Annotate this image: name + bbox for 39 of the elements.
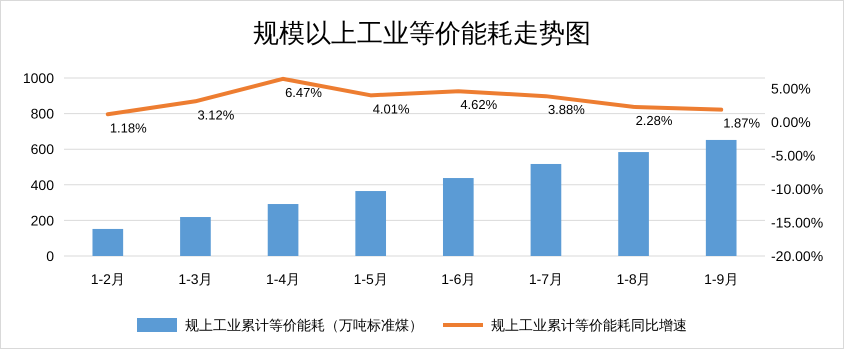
x-tick-label: 1-6月 — [441, 271, 476, 287]
y-tick-label: 200 — [30, 212, 54, 228]
y-tick-label: 1000 — [22, 70, 54, 86]
x-tick-label: 1-9月 — [704, 271, 738, 287]
bar — [355, 191, 386, 256]
legend-label: 规上工业累计等价能耗同比增速 — [491, 317, 687, 333]
data-label: 4.62% — [460, 97, 498, 112]
y-tick-label: 400 — [30, 176, 54, 193]
x-tick-label: 1-4月 — [266, 271, 300, 287]
bar — [618, 152, 649, 256]
bar — [92, 228, 124, 256]
x-tick-label: 1-3月 — [178, 271, 213, 287]
y-tick-label: 0 — [46, 248, 54, 264]
x-tick-label: 1-8月 — [616, 271, 651, 287]
bar — [530, 164, 562, 256]
y-tick-label: 800 — [30, 106, 54, 122]
y-tick-label: 600 — [30, 141, 54, 158]
y2-tick-label: 5.00% — [771, 80, 811, 97]
y2-tick-label: -10.00% — [771, 181, 824, 198]
data-label: 6.47% — [285, 84, 322, 100]
y2-tick-label: -20.00% — [771, 248, 824, 264]
chart-title: 规模以上工业等价能耗走势图 — [253, 18, 591, 48]
bar — [268, 204, 298, 256]
data-label: 2.28% — [636, 112, 673, 128]
data-label: 1.87% — [723, 116, 760, 131]
x-tick-label: 1-2月 — [90, 271, 125, 287]
data-label: 3.88% — [548, 102, 586, 118]
bar — [442, 178, 474, 256]
bar — [180, 217, 211, 256]
data-label: 3.12% — [197, 107, 235, 122]
y2-tick-label: -15.00% — [771, 214, 824, 231]
data-label: 1.18% — [110, 120, 148, 136]
bar — [706, 140, 737, 256]
x-tick-label: 1-7月 — [528, 271, 564, 287]
y2-tick-label: -5.00% — [771, 148, 816, 164]
y2-tick-label: 0.00% — [771, 114, 811, 130]
data-label: 4.01% — [372, 101, 410, 116]
x-tick-label: 1-5月 — [354, 271, 388, 287]
legend-label: 规上工业累计等价能耗（万吨标准煤） — [185, 317, 423, 333]
